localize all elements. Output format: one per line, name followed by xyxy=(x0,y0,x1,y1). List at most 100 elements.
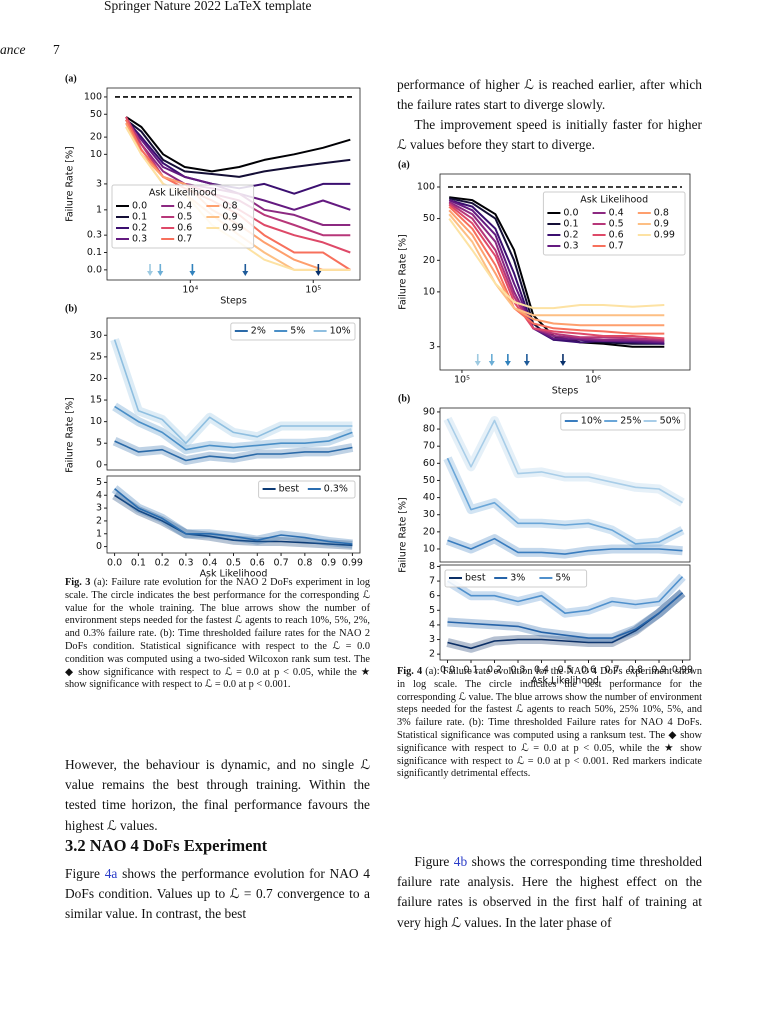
legend-label: 50% xyxy=(660,416,681,427)
y-axis-label: Failure Rate [%] xyxy=(398,234,409,310)
legend-label: 0.4 xyxy=(609,208,624,219)
legend-box xyxy=(542,191,686,256)
arrow xyxy=(157,264,164,276)
figure-link[interactable]: 4b xyxy=(453,854,468,869)
x-tick-label: 0.9 xyxy=(321,558,336,569)
x-tick-label: 0.9 xyxy=(651,665,666,676)
caption-label: Fig. 4 xyxy=(397,666,423,677)
legend-label: 5% xyxy=(555,573,570,584)
arrow-head xyxy=(189,271,196,276)
x-tick-label: 0.0 xyxy=(440,665,455,676)
figure-link[interactable]: 4a xyxy=(104,866,118,881)
y-tick-label: 5 xyxy=(96,477,102,488)
legend-label: 10% xyxy=(581,416,602,427)
legend-label: 0.2 xyxy=(132,223,147,234)
text: shows the corresponding time thresholded… xyxy=(397,854,702,930)
panel-label: (b) xyxy=(398,393,410,404)
y-tick-label: 0 xyxy=(96,459,102,470)
paragraph: Figure 4b shows the corresponding time t… xyxy=(397,852,702,933)
paragraph: Figure 4a shows the performance evolutio… xyxy=(65,864,370,925)
y-tick-label: 30 xyxy=(423,509,435,520)
arrow-head xyxy=(474,361,481,366)
legend-label: 0.0 xyxy=(132,201,147,212)
y-tick-label: 20 xyxy=(90,373,102,384)
y-tick-label: 10 xyxy=(423,286,435,297)
y-tick-label: 10 xyxy=(90,416,102,427)
y-tick-label: 0 xyxy=(96,541,102,552)
y-tick-label: 3 xyxy=(96,503,102,514)
line xyxy=(447,576,684,614)
legend-box xyxy=(560,412,686,431)
line xyxy=(114,405,353,451)
legend-label: 0.5 xyxy=(177,212,192,223)
caption-text: (a): Failure rate evolution for the NAO … xyxy=(397,666,702,780)
line xyxy=(446,418,683,504)
legend-label: 0.8 xyxy=(222,201,237,212)
x-tick-label: 0.8 xyxy=(297,558,312,569)
y-tick-label: 3 xyxy=(429,341,435,352)
y-axis-label: Failure Rate [%] xyxy=(65,397,76,473)
line xyxy=(448,203,665,340)
legend-label: 0.7 xyxy=(609,241,624,252)
arrow xyxy=(189,264,196,276)
line xyxy=(448,213,665,317)
arrow xyxy=(488,354,495,366)
y-tick-label: 70 xyxy=(423,441,435,452)
legend-label: 0.1 xyxy=(563,219,578,230)
line xyxy=(448,209,665,327)
arrow xyxy=(242,264,249,276)
x-tick-label: 10⁶ xyxy=(585,375,601,386)
x-tick-label: 0.7 xyxy=(604,665,619,676)
legend-label: best xyxy=(279,484,300,495)
arrow-head xyxy=(504,361,511,366)
caption-text: (a): Failure rate evolution for the NAO … xyxy=(65,577,370,691)
x-tick-label: 10⁵ xyxy=(305,285,321,296)
y-tick-label: 25 xyxy=(90,351,102,362)
arrow xyxy=(147,264,154,276)
text: Figure xyxy=(414,854,454,869)
line xyxy=(114,488,353,545)
y-tick-label: 5 xyxy=(96,438,102,449)
line xyxy=(447,592,684,650)
legend-label: 0.6 xyxy=(609,230,624,241)
y-tick-label: 80 xyxy=(423,424,435,435)
y-tick-label: 7 xyxy=(429,576,435,587)
y-tick-label: 3 xyxy=(96,178,102,189)
legend-label: 0.3 xyxy=(132,234,147,245)
arrow-head xyxy=(157,271,164,276)
arrow xyxy=(559,354,566,366)
y-tick-label: 10 xyxy=(423,543,435,554)
section-heading: 3.2 NAO 4 DoFs Experiment xyxy=(65,836,268,855)
line xyxy=(114,440,353,462)
y-tick-label: 6 xyxy=(429,590,435,601)
x-tick-label: 0.0 xyxy=(107,558,122,569)
y-tick-label: 10 xyxy=(90,149,102,160)
legend-label: 10% xyxy=(330,326,351,337)
line xyxy=(114,494,353,547)
arrow-head xyxy=(523,361,530,366)
arrow-head xyxy=(559,361,566,366)
legend-box xyxy=(444,569,588,588)
x-axis-label: Steps xyxy=(552,386,579,397)
y-tick-label: 20 xyxy=(90,132,102,143)
x-tick-label: 0.2 xyxy=(155,558,170,569)
x-tick-label: 0.7 xyxy=(274,558,289,569)
legend-label: 0.5 xyxy=(609,219,624,230)
arrow xyxy=(315,264,322,276)
x-tick-label: 0.6 xyxy=(581,665,596,676)
legend-label: 0.7 xyxy=(177,234,192,245)
y-tick-label: 0.3 xyxy=(87,230,102,241)
legend-title: Ask Likelihood xyxy=(149,188,217,199)
line xyxy=(448,218,665,310)
line xyxy=(446,457,683,545)
y-tick-label: 1 xyxy=(96,204,102,215)
line xyxy=(448,205,665,335)
y-tick-label: 100 xyxy=(417,181,435,192)
legend-box xyxy=(230,322,356,341)
y-tick-label: 0.1 xyxy=(87,247,102,258)
y-tick-label: 4 xyxy=(429,619,435,630)
legend-label: 0.4 xyxy=(177,201,192,212)
y-tick-label: 90 xyxy=(423,406,435,417)
caption: Fig. 3 (a): Failure rate evolution for t… xyxy=(65,577,370,692)
